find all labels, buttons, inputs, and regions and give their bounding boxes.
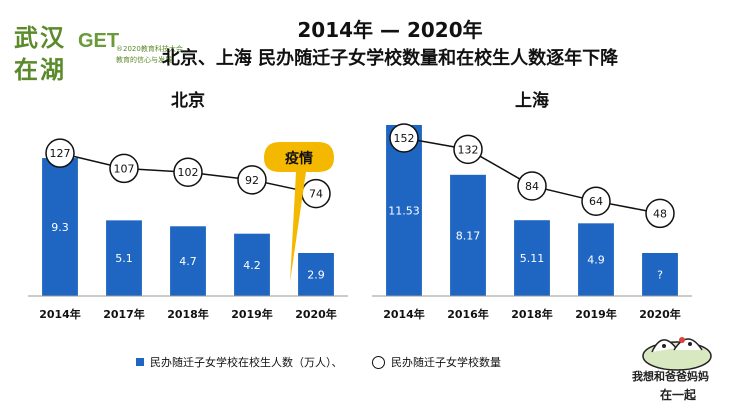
line-point (581, 186, 611, 216)
bar-value-label: 11.53 (388, 204, 420, 217)
panel-title: 北京 (171, 90, 205, 111)
legend-line-label: 民办随迁子女学校数量 (391, 356, 501, 369)
line-point-label: 127 (50, 147, 71, 160)
line-point (517, 171, 547, 201)
bar-value-label: 4.2 (243, 259, 261, 272)
line-point-label: 92 (245, 174, 259, 187)
line-point (45, 138, 75, 168)
bar-value-label: ? (657, 268, 663, 281)
chart-title-line2: 北京、上海 民办随迁子女学校数量和在校生人数逐年下降 (161, 48, 619, 69)
x-tick-label: 2018年 (511, 307, 553, 321)
mascot-illustration-icon (642, 337, 712, 371)
legend-square-icon (136, 358, 144, 366)
logo-subtitle-1: ®2020教育科技大会 (116, 45, 183, 53)
pandemic-callout (264, 142, 334, 282)
line-point-label: 74 (309, 188, 323, 201)
line-point (453, 134, 483, 165)
x-tick-label: 2020年 (295, 307, 337, 321)
bar-value-label: 9.3 (51, 221, 69, 234)
bar (106, 220, 142, 296)
line-point-label: 48 (653, 207, 667, 220)
x-tick-label: 2019年 (575, 307, 617, 321)
line-point (389, 123, 419, 153)
bar (298, 252, 334, 296)
bar (450, 174, 486, 296)
logo-brand: GET (78, 30, 120, 52)
bar (170, 226, 206, 296)
legend-bars-label: 民办随迁子女学校在校生人数（万人）、 (150, 356, 343, 369)
x-tick-label: 2018年 (167, 307, 209, 321)
line-point-label: 64 (589, 195, 603, 208)
line-point (109, 153, 139, 184)
legend-bars: 民办随迁子女学校在校生人数（万人）、 (136, 354, 343, 370)
line-point (173, 157, 203, 187)
line-point-label: 84 (525, 180, 539, 193)
bar (642, 252, 678, 296)
bar (42, 158, 78, 296)
bar-value-label: 8.17 (456, 229, 481, 242)
line-point-label: 152 (394, 132, 415, 145)
x-tick-label: 2017年 (103, 307, 145, 321)
pandemic-callout-label: 疫情 (285, 150, 313, 167)
x-tick-label: 2019年 (231, 307, 273, 321)
legend-line: 民办随迁子女学校数量 (372, 354, 501, 370)
bar-value-label: 5.1 (115, 252, 133, 265)
panel-title: 上海 (515, 90, 549, 111)
bar (234, 233, 270, 296)
bar (386, 124, 422, 296)
x-tick-label: 2014年 (39, 307, 81, 321)
logo-text-top: 武汉 (14, 23, 66, 52)
line-point-label: 102 (178, 166, 199, 179)
legend-circle-icon (372, 355, 385, 369)
bar-value-label: 5.11 (520, 252, 545, 265)
bar-value-label: 4.9 (587, 254, 605, 267)
line-point (237, 165, 267, 195)
bar-value-label: 2.9 (307, 268, 325, 281)
line-point (645, 198, 675, 229)
bar (514, 220, 550, 296)
mascot-text-1: 我想和爸爸妈妈 (632, 370, 709, 383)
x-tick-label: 2020年 (639, 307, 681, 321)
chart-title-line1: 2014年 — 2020年 (297, 18, 483, 42)
bar-value-label: 4.7 (179, 255, 197, 268)
bar (578, 223, 614, 296)
x-tick-label: 2016年 (447, 307, 489, 321)
line-point-label: 132 (458, 143, 479, 156)
logo-text-bottom: 在湖 (14, 55, 66, 84)
logo-subtitle-2: 教育的信心与发展 (116, 56, 172, 64)
x-tick-label: 2014年 (383, 307, 425, 321)
mascot-text-2: 在一起 (660, 388, 697, 402)
line-point-label: 107 (114, 162, 135, 175)
